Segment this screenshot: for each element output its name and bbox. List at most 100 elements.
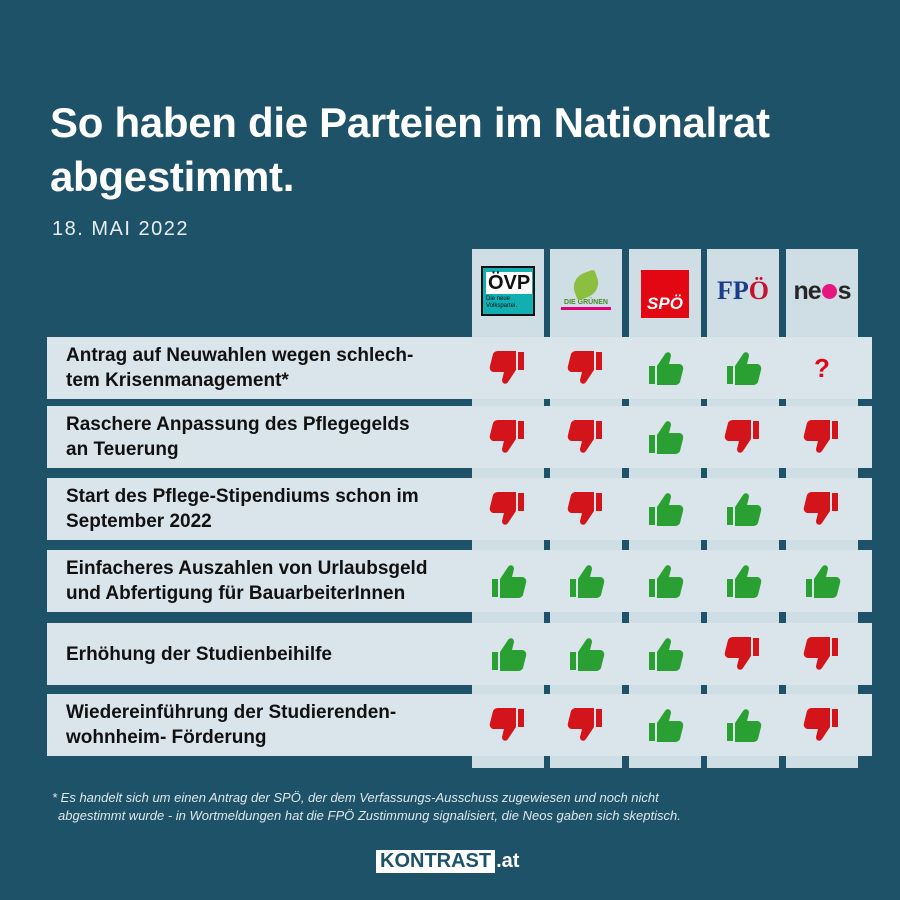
vote-cell (472, 694, 544, 756)
row-label-line: tem Krisenmanagement* (66, 370, 289, 391)
row-label-line: an Teuerung (66, 439, 179, 460)
vote-cell (786, 550, 858, 612)
thumbs-down-icon (567, 420, 602, 453)
vote-cell: ? (786, 337, 858, 399)
table-row (47, 337, 872, 399)
thumbs-up-icon (727, 493, 762, 526)
thumbs-down-icon (567, 708, 602, 741)
row-label-text: Raschere Anpassung des Pflegegelds an Teu… (66, 412, 410, 462)
thumbs-up-icon (727, 352, 762, 385)
vote-cell (629, 478, 701, 540)
vote-cell (629, 406, 701, 468)
row-label-line: wohnheim- Förderung (66, 727, 267, 748)
row-label-text: Einfacheres Auszahlen von Urlaubsgeld und… (66, 556, 427, 606)
thumbs-up-icon (649, 565, 684, 598)
vote-cell (629, 337, 701, 399)
thumbs-up-icon (492, 638, 527, 671)
footnote-line-2: abgestimmt wurde - in Wortmeldungen hat … (58, 808, 681, 823)
party-logo-4: ne s (786, 262, 858, 320)
vote-cell (707, 478, 779, 540)
gruene-logo-text: DIE GRÜNEN (564, 298, 608, 306)
vote-cell (472, 550, 544, 612)
brand-logo[interactable]: KONTRAST .at (376, 850, 519, 873)
vote-cell (629, 550, 701, 612)
row-label-text: Wiedereinführung der Studierenden-wohnhe… (66, 700, 396, 750)
row-label: Start des Pflege-Stipendiums schon im Sep… (66, 478, 476, 540)
vote-cell (707, 337, 779, 399)
thumbs-up-icon (806, 565, 841, 598)
thumbs-down-icon (803, 708, 838, 741)
vote-cell (707, 623, 779, 685)
thumbs-up-icon (649, 709, 684, 742)
page-title: So haben die Parteien im Nationalrat abg… (50, 96, 850, 204)
row-label-text: Erhöhung der Studienbeihilfe (66, 642, 332, 667)
thumbs-down-icon (803, 420, 838, 453)
vote-cell (472, 478, 544, 540)
row-label-line: Raschere Anpassung des Pflegegelds (66, 414, 410, 435)
ovp-logo-sub: Die neue Volkspartei. (486, 296, 518, 309)
vote-cell (707, 694, 779, 756)
fpo-logo-text-b: Ö (748, 276, 769, 305)
row-label: Wiedereinführung der Studierenden-wohnhe… (66, 694, 476, 756)
vote-cell (550, 550, 622, 612)
party-logo-2: SPÖ (641, 270, 689, 318)
thumbs-down-icon (567, 351, 602, 384)
thumbs-down-icon (803, 492, 838, 525)
thumbs-down-icon (489, 492, 524, 525)
row-label-text: Antrag auf Neuwahlen wegen schlech-tem K… (66, 343, 413, 393)
thumbs-down-icon (803, 637, 838, 670)
row-label-line: Einfacheres Auszahlen von Urlaubsgeld (66, 558, 428, 579)
fpo-logo-text-a: FP (717, 276, 749, 305)
vote-cell (786, 623, 858, 685)
thumbs-down-icon (567, 492, 602, 525)
table-row (47, 478, 872, 540)
thumbs-up-icon (492, 565, 527, 598)
row-label-line: Wiedereinführung der Studierenden- (66, 702, 397, 723)
vote-cell (472, 406, 544, 468)
footnote: * Es handelt sich um einen Antrag der SP… (52, 789, 852, 825)
vote-cell (550, 478, 622, 540)
ovp-logo-text: ÖVP (486, 272, 533, 294)
thumbs-up-icon (649, 493, 684, 526)
vote-cell (707, 406, 779, 468)
vote-cell (550, 337, 622, 399)
thumbs-down-icon (489, 708, 524, 741)
party-logo-3: FP Ö (707, 262, 779, 320)
thumbs-down-icon (724, 637, 759, 670)
thumbs-up-icon (727, 565, 762, 598)
gruene-leaf-icon (569, 268, 603, 301)
row-label: Erhöhung der Studienbeihilfe (66, 623, 476, 685)
table-row (47, 550, 872, 612)
thumbs-up-icon (649, 352, 684, 385)
title-line-1: So haben die Parteien im Nationalrat (50, 99, 770, 146)
title-line-2: abgestimmt. (50, 153, 295, 200)
thumbs-up-icon (727, 709, 762, 742)
vote-cell (707, 550, 779, 612)
row-label: Antrag auf Neuwahlen wegen schlech-tem K… (66, 337, 476, 399)
neos-logo-text-b: s (837, 276, 852, 305)
unknown-vote-icon: ? (814, 352, 830, 383)
neos-logo-text-a: ne (793, 276, 821, 305)
thumbs-up-icon (649, 638, 684, 671)
brand-suffix: .at (496, 850, 520, 872)
vote-cell (472, 337, 544, 399)
table-row (47, 694, 872, 756)
vote-cell (629, 694, 701, 756)
thumbs-down-icon (724, 420, 759, 453)
thumbs-up-icon (570, 638, 605, 671)
party-logo-0: ÖVP Die neue Volkspartei. (481, 266, 535, 316)
thumbs-down-icon (489, 351, 524, 384)
vote-cell (472, 623, 544, 685)
thumbs-down-icon (489, 420, 524, 453)
vote-cell (786, 694, 858, 756)
row-label: Raschere Anpassung des Pflegegelds an Teu… (66, 406, 476, 468)
vote-cell (550, 623, 622, 685)
row-label-line: September 2022 (66, 511, 212, 532)
row-label: Einfacheres Auszahlen von Urlaubsgeld und… (66, 550, 476, 612)
party-logo-1: DIE GRÜNEN (557, 262, 615, 320)
vote-cell (786, 406, 858, 468)
footnote-line-1: * Es handelt sich um einen Antrag der SP… (52, 790, 659, 805)
vote-cell (629, 623, 701, 685)
vote-cell (550, 694, 622, 756)
spo-logo-text: SPÖ (647, 294, 683, 313)
